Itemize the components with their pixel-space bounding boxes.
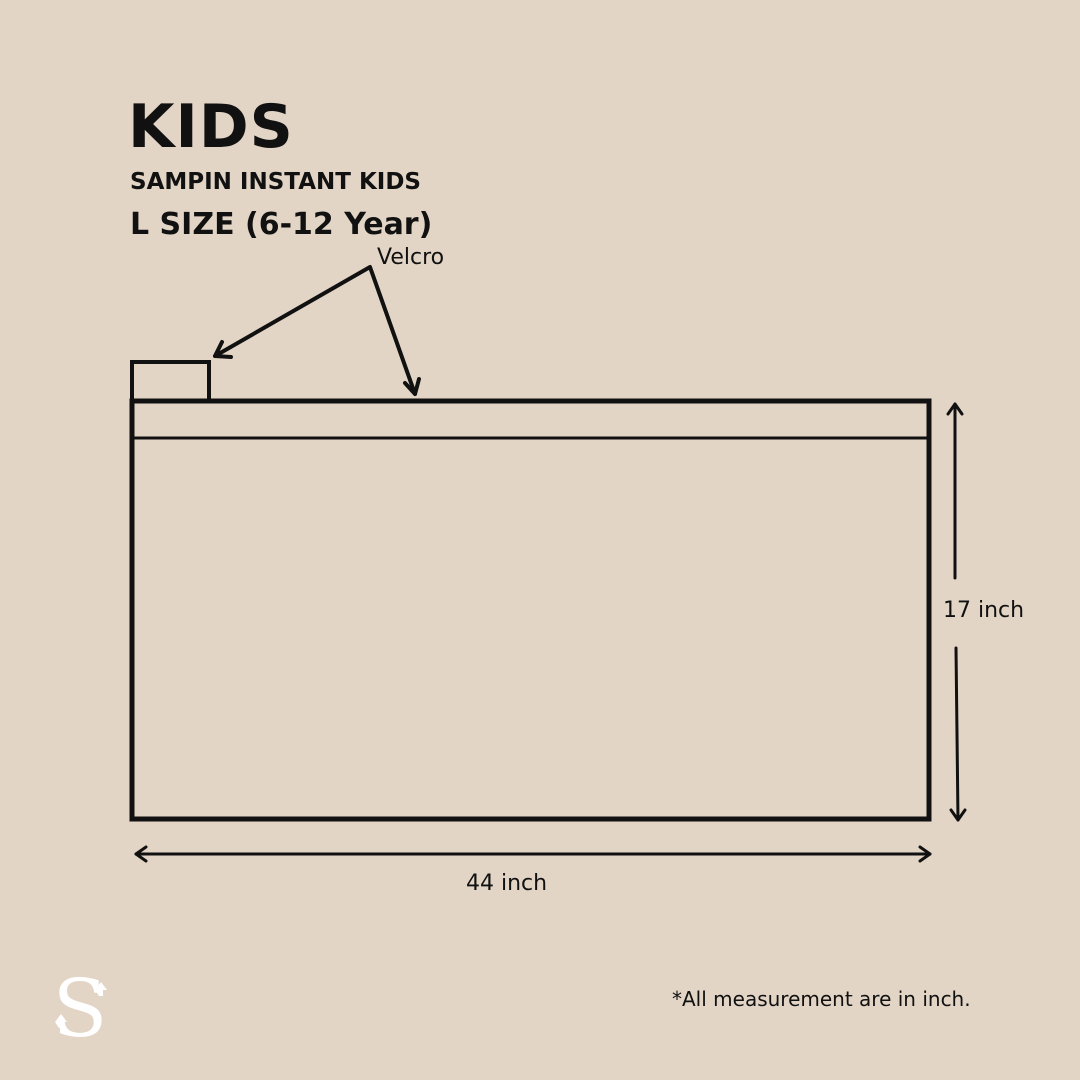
velcro-tab [130, 360, 211, 403]
width-dimension-arrow [134, 845, 932, 863]
logo-ornament-icon [95, 982, 107, 996]
brand-logo: S [53, 962, 108, 1055]
width-label: 44 inch [466, 871, 548, 896]
velcro-label: Velcro [377, 245, 445, 270]
velcro-callout-arrows [213, 265, 421, 396]
height-dimension-arrow [946, 402, 967, 822]
size-label: L SIZE (6-12 Year) [130, 207, 433, 242]
measurement-note: *All measurement are in inch. [672, 987, 971, 1011]
height-label: 17 inch [943, 598, 1025, 623]
logo-ornament-icon [55, 1014, 67, 1028]
product-name: SAMPIN INSTANT KIDS [130, 169, 421, 195]
page-title: KIDS [128, 92, 294, 162]
sampin-body [129, 398, 932, 822]
logo-letter: S [53, 962, 108, 1055]
